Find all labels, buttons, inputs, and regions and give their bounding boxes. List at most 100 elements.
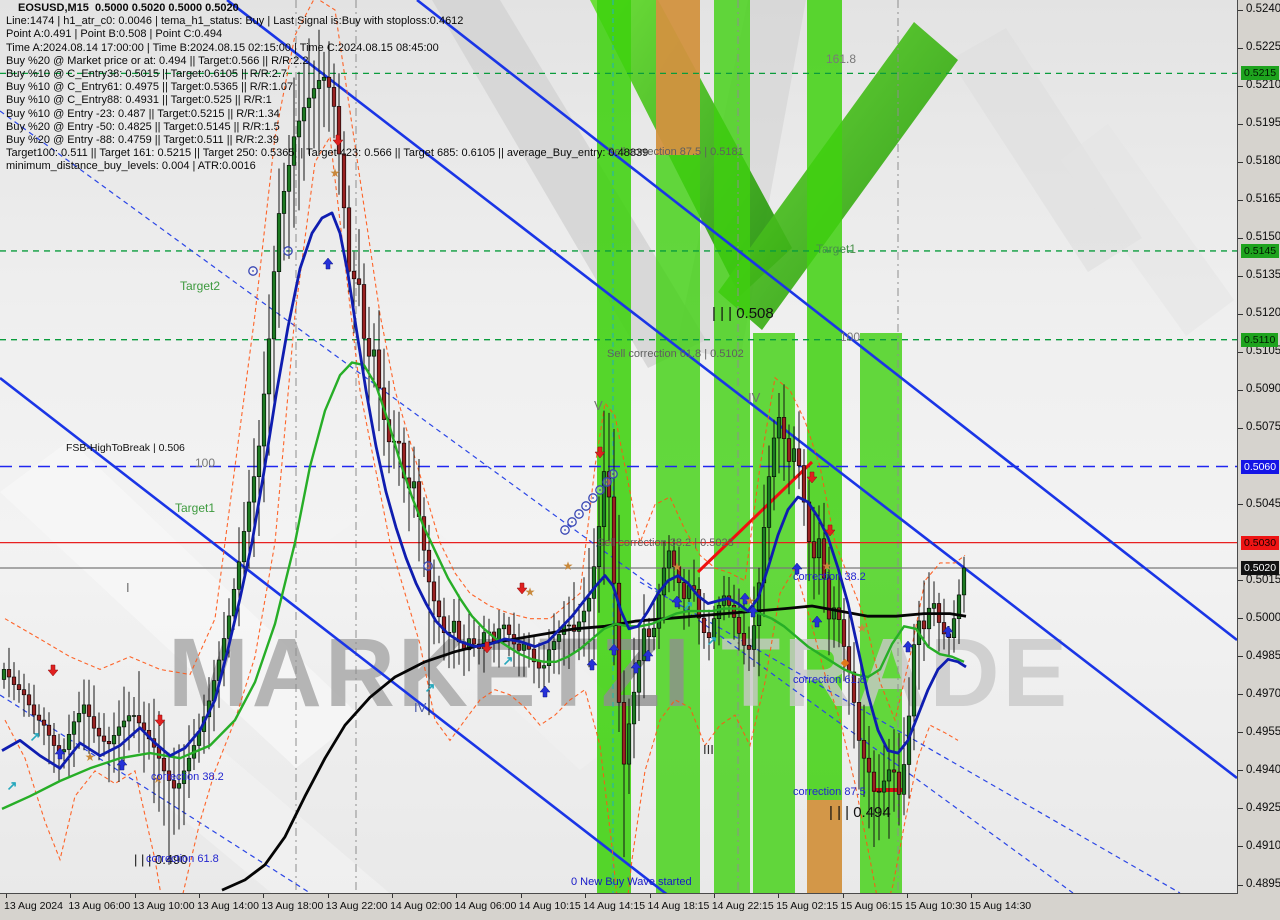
star-icon: ★ [745,594,756,608]
price-tick [1238,846,1243,848]
time-tick [263,894,265,898]
sell-arrow-icon [824,524,836,537]
sell-arrow-icon [594,446,606,459]
buy-arrow-icon [671,595,683,608]
buy-arrow-icon [942,625,954,638]
time-tick-label: 15 Aug 10:30 [904,900,967,912]
price-tick [1238,313,1243,315]
time-axis[interactable]: 13 Aug 2024 13 Aug 06:00 13 Aug 10:00 13 Au… [0,894,1238,920]
buy-entry-50-line: Buy %20 @ Entry -50: 0.4825 || Target:0.… [6,120,280,133]
time-tick [906,894,908,898]
time-tick [842,894,844,898]
star-icon: ★ [330,166,341,180]
price-tick-label: 0.4955 [1246,725,1280,738]
price-tick [1238,123,1243,125]
time-tick-label: 14 Aug 18:15 [647,900,710,912]
price-tick-label: 0.5120 [1246,307,1280,320]
ne-arrow-icon: ↗ [683,598,694,613]
buy-arrow-icon [539,685,551,698]
buy-market-line: Buy %20 @ Market price or at: 0.494 || T… [6,54,309,67]
buy-arrow-icon [791,562,803,575]
time-tick-label: 13 Aug 06:00 [68,900,131,912]
min-distance-line: minimum_distance_buy_levels: 0.004 | ATR… [6,160,256,173]
buy-entry61-line: Buy %10 @ C_Entry61: 0.4975 || Target:0.… [6,81,294,94]
star-icon: ★ [672,560,683,574]
price-tick-label: 0.4895 [1246,878,1280,890]
time-tick-label: 14 Aug 06:00 [454,900,517,912]
ne-arrow-icon: ↗ [30,729,41,744]
moving-averages [1,211,967,892]
ne-arrow-icon: ↗ [7,778,18,793]
price-tick-label: 0.5225 [1246,41,1280,54]
buy-arrow-icon [902,640,914,653]
price-tick-label: 0.5000 [1246,611,1280,624]
price-tag: 0.5215 [1241,66,1280,81]
session-bands [597,0,902,893]
sell-arrow-icon [47,664,59,677]
buy-arrow-icon [586,658,598,671]
star-icon: ★ [857,621,868,635]
price-axis[interactable]: 0.5240 0.5225 0.5210 0.5195 0.5180 0.5165 0.51… [1238,0,1280,894]
price-tick-label: 0.5180 [1246,155,1280,168]
buy-arrow-icon [739,592,751,605]
price-tick-label: 0.5240 [1246,3,1280,15]
price-tick [1238,47,1243,49]
price-tick [1238,389,1243,391]
signal-status-line: Line:1474 | h1_atr_c0: 0.0046 | tema_h1_… [6,15,464,28]
time-tick [649,894,651,898]
time-tick [199,894,201,898]
price-tick-label: 0.5075 [1246,421,1280,434]
symbol-ohlc-line: EOSUSD,M15 0.5000 0.5020 0.5000 0.5020 [18,2,239,14]
time-tick [520,894,522,898]
buy-arrow-icon [322,257,334,270]
time-tick-label: 13 Aug 14:00 [197,900,259,912]
targets-line: Target100: 0.511 || Target 161: 0.5215 |… [6,147,649,160]
price-tick [1238,884,1243,886]
star-icon: ★ [822,559,833,573]
chart-plot-area[interactable]: MARKETZI TRADE ★ ★ ★ ★ ★ ★ ★ ★ ★ ↗ ↗ ↗ ↗ ↗ ↗ ◆ EOSUSD,M15… [0,0,1238,894]
price-tick-label: 0.4970 [1246,687,1280,700]
star-icon: ★ [85,750,96,764]
price-tick-label: 0.5165 [1246,193,1280,206]
price-tick-label: 0.5090 [1246,383,1280,396]
chart-canvas: MARKETZI TRADE★★★★★ ★★★★↗↗↗↗↗↗◆ [0,0,1237,893]
price-tick-label: 0.5195 [1246,117,1280,130]
price-tag: 0.5145 [1241,243,1280,258]
time-tick-label: 13 Aug 22:00 [325,900,388,912]
time-tick [778,894,780,898]
time-tick-label: 14 Aug 14:15 [583,900,646,912]
sell-arrow-icon [154,714,166,727]
price-tag: 0.5020 [1241,560,1280,575]
price-tag: 0.5110 [1241,332,1279,347]
buy-arrow-icon [54,747,66,760]
star-icon: ★ [563,559,574,573]
brand-watermark: MARKETZI TRADE [168,618,1070,727]
price-tick [1238,9,1243,11]
price-tick-label: 0.5150 [1246,231,1280,244]
info-panel: EOSUSD,M15 0.5000 0.5020 0.5000 0.5020 L… [6,2,648,174]
price-tick [1238,85,1243,87]
buy-entry88-line: Buy %10 @ C_Entry88: 0.4931 || Target:0.… [6,94,272,107]
time-tick-label: 13 Aug 2024 [4,900,63,912]
time-tick [971,894,973,898]
time-tick-label: 15 Aug 02:15 [776,900,839,912]
price-tick [1238,504,1243,506]
sell-arrow-icon [332,134,344,147]
trend-lines[interactable] [0,0,1237,893]
time-tick-label: 14 Aug 02:00 [390,900,452,912]
axis-corner [1238,894,1280,920]
time-tick [327,894,329,898]
price-tick-label: 0.5045 [1246,497,1280,510]
time-tick-label: 14 Aug 10:15 [518,900,581,912]
price-tag: 0.5030 [1241,535,1280,550]
price-tick [1238,199,1243,201]
ne-arrow-icon: ↗ [707,633,718,648]
price-tick-label: 0.4985 [1246,649,1280,662]
price-tick-label: 0.5105 [1246,345,1280,358]
time-tick-label: 13 Aug 10:00 [132,900,195,912]
price-tick [1238,694,1243,696]
price-tick [1238,351,1243,353]
price-tick [1238,656,1243,658]
buy-arrow-icon [747,605,759,618]
